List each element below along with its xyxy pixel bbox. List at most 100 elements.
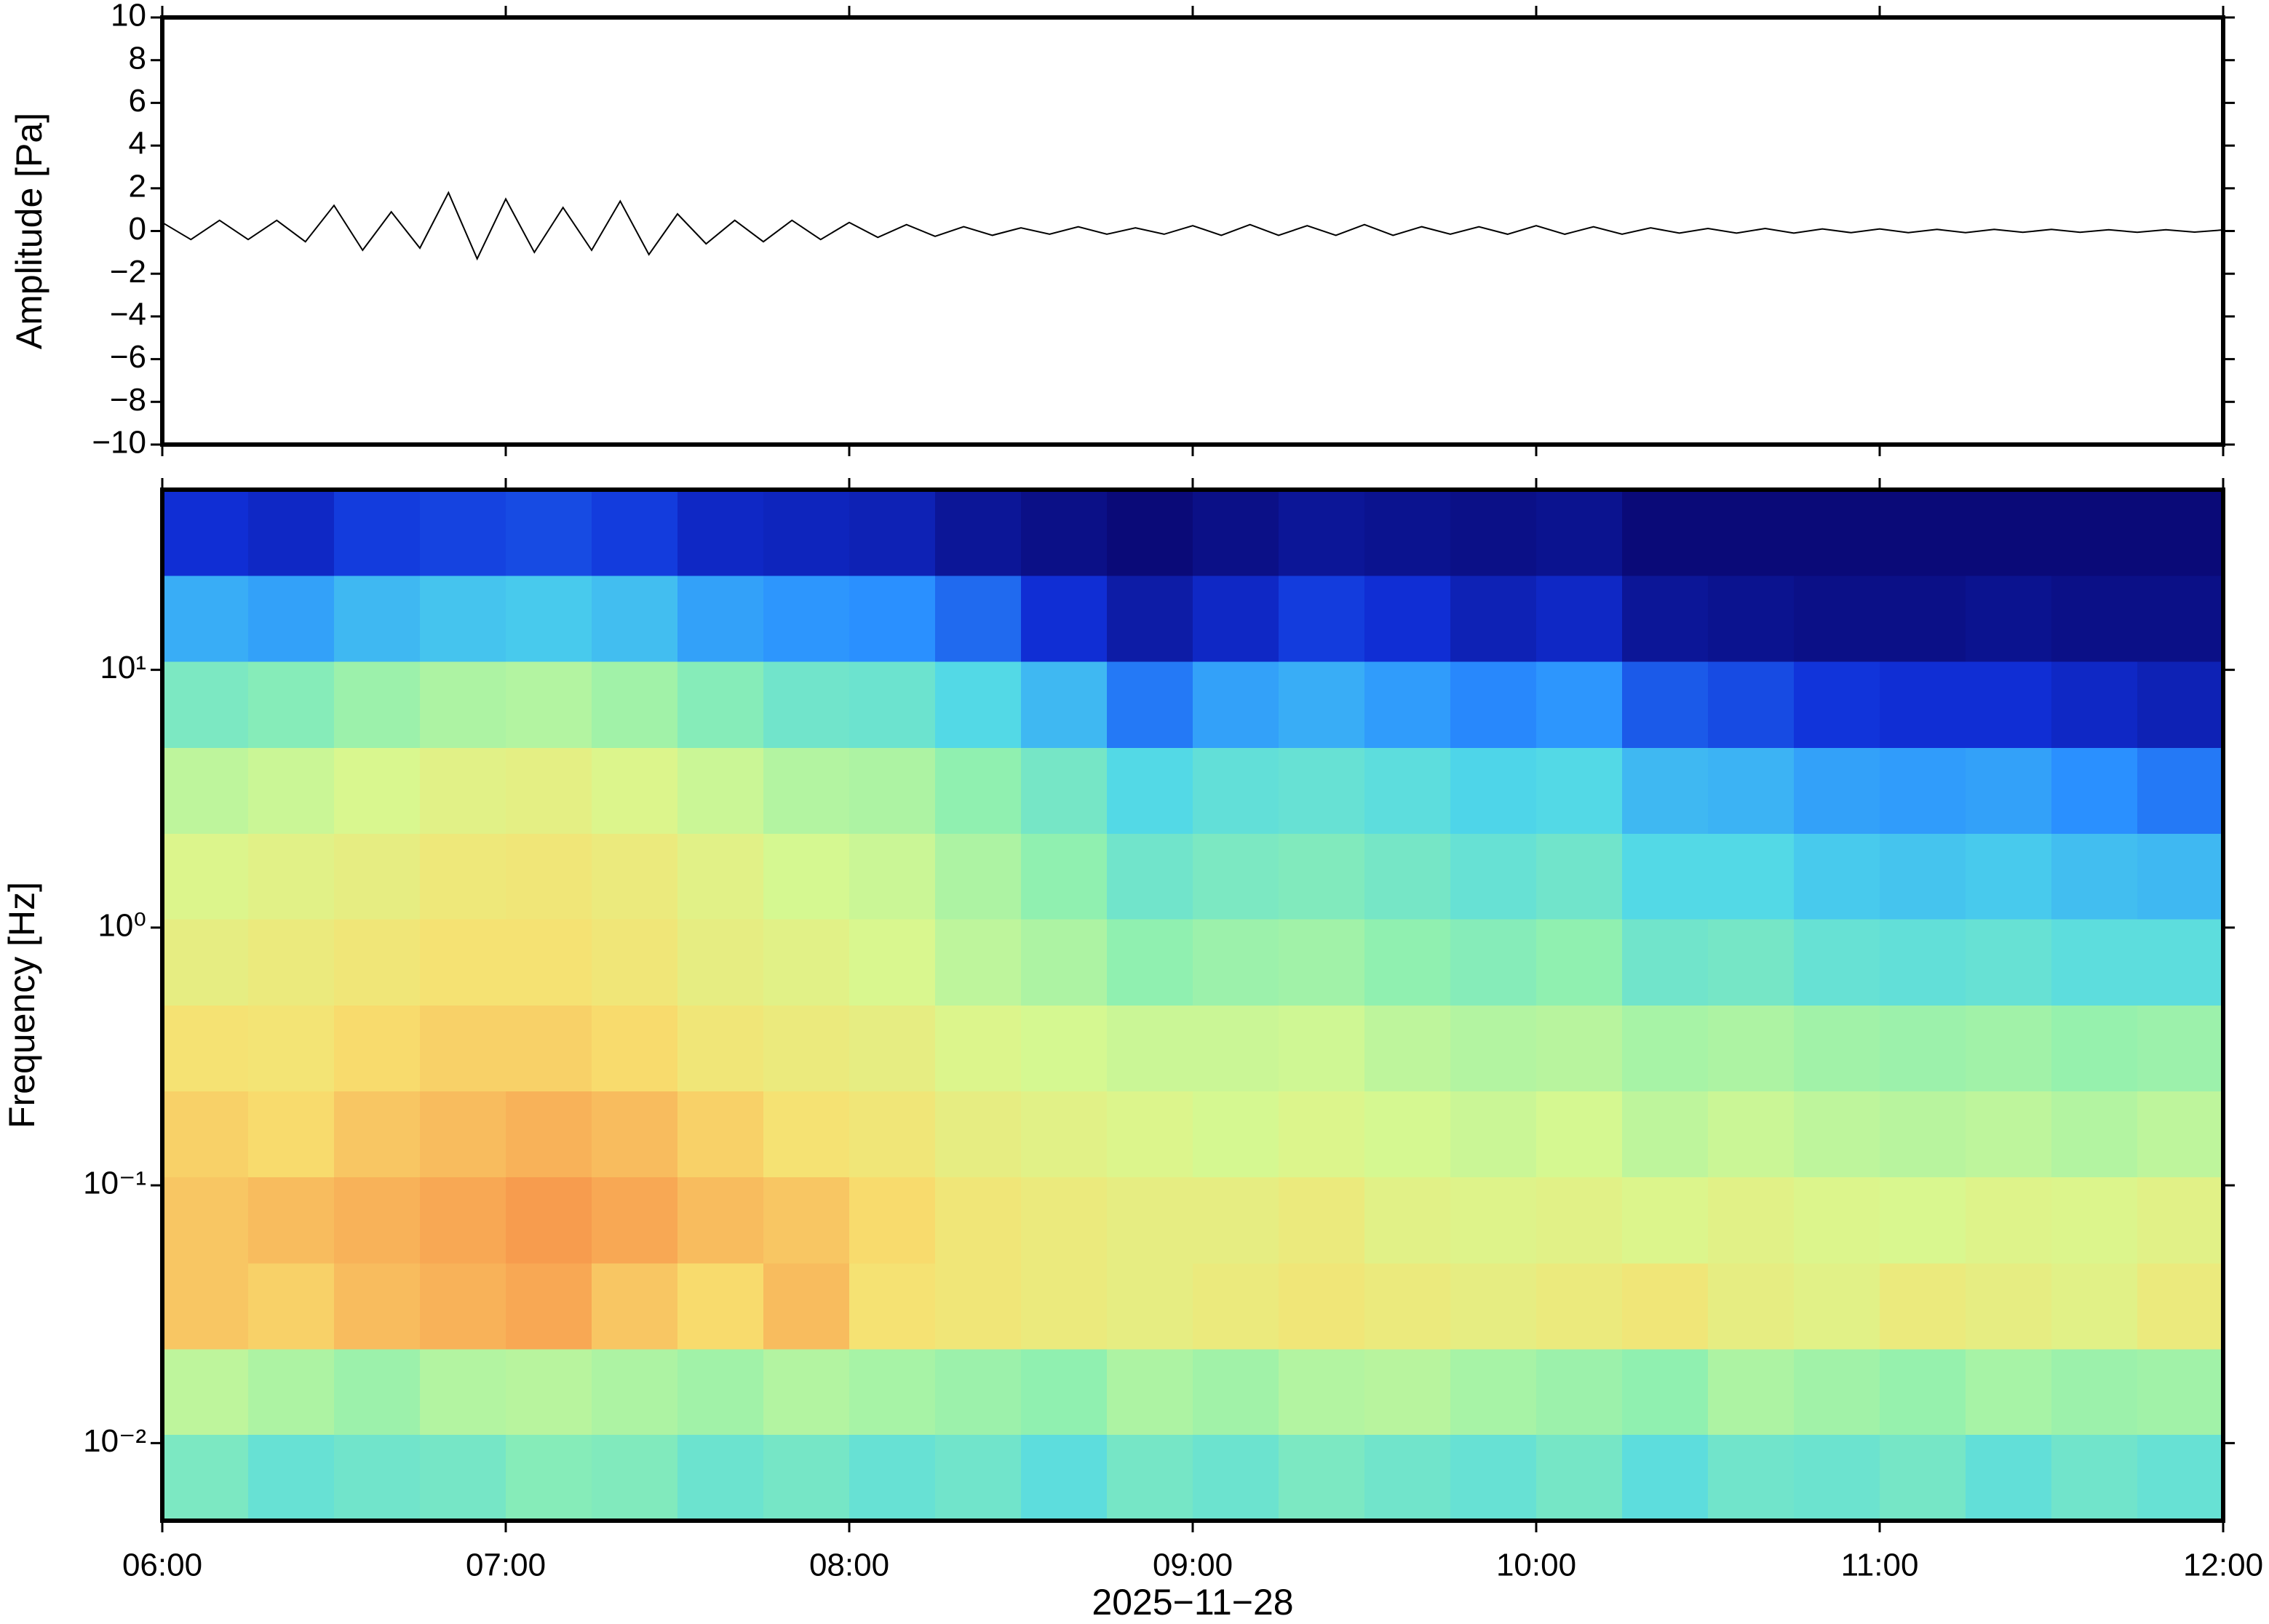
spectrogram-cell — [677, 833, 764, 920]
spectrogram-cell — [1708, 1091, 1795, 1177]
spectrogram-cell — [334, 1177, 421, 1264]
spectrogram-cell — [677, 1348, 764, 1436]
spectrogram-cell — [677, 490, 764, 576]
spectrogram-cell — [1536, 1005, 1623, 1092]
spectrogram-cell — [1794, 576, 1880, 662]
spectrogram-cell — [1450, 490, 1537, 576]
x-tick-label: 11:00 — [1841, 1548, 1919, 1583]
spectrogram-cell — [1364, 490, 1451, 576]
y-tick-label: −2 — [110, 254, 146, 290]
spectrogram-cell — [592, 833, 678, 920]
spectrogram-cell — [1536, 576, 1623, 662]
spectrogram-cell — [162, 1005, 249, 1092]
spectrogram-cell — [1794, 1091, 1880, 1177]
spectrogram-cell — [1279, 1005, 1365, 1092]
spectrogram-cell — [1622, 1262, 1709, 1350]
spectrogram-cell — [592, 747, 678, 834]
waveform-line — [162, 191, 2224, 261]
spectrogram-cell — [334, 919, 421, 1006]
spectrogram-cell — [1193, 1262, 1279, 1350]
spectrogram-cell — [162, 490, 249, 576]
spectrogram-cell — [162, 1091, 249, 1177]
spectrogram-cell — [2051, 576, 2138, 662]
spectrogram-cell — [1622, 1177, 1709, 1264]
spectrogram-cell — [1708, 1262, 1795, 1350]
spectrogram-cell — [1708, 1005, 1795, 1092]
y-tick-label: 10 — [111, 0, 146, 33]
spectrogram-cell — [849, 490, 936, 576]
spectrogram-cell — [334, 576, 421, 662]
spectrogram-cell — [592, 919, 678, 1006]
spectrogram-cell — [592, 1091, 678, 1177]
spectrogram-cell — [2137, 661, 2224, 748]
y-tick-label: −10 — [92, 425, 146, 461]
spectrogram-cell — [1622, 490, 1709, 576]
spectrogram-cell — [677, 1177, 764, 1264]
spectrogram-cell — [420, 1434, 506, 1521]
spectrogram-cell — [1966, 833, 2052, 920]
spectrogram-cell — [506, 833, 592, 920]
spectrogram-cell — [1364, 1177, 1451, 1264]
spectrogram-cell — [420, 1091, 506, 1177]
spectrogram-cell — [420, 1005, 506, 1092]
spectrogram-cell — [1708, 833, 1795, 920]
spectrogram-cell — [1966, 661, 2052, 748]
spectrogram-cell — [849, 1177, 936, 1264]
spectrogram-cell — [162, 1348, 249, 1436]
spectrogram-cell — [1450, 747, 1537, 834]
spectrogram-cell — [763, 1177, 850, 1264]
spectrogram-cell — [420, 747, 506, 834]
spectrogram-cell — [849, 1348, 936, 1436]
spectrogram-cell — [1966, 919, 2052, 1006]
spectrogram-cell — [1107, 1005, 1193, 1092]
spectrogram-cell — [935, 919, 1022, 1006]
spectrogram-cell — [2137, 490, 2224, 576]
spectrogram-cell — [849, 1262, 936, 1350]
spectrogram-cell — [1450, 1262, 1537, 1350]
spectrogram-cell — [1966, 576, 2052, 662]
spectrogram-cell — [2137, 576, 2224, 662]
spectrogram-cell — [763, 833, 850, 920]
spectrogram-cell — [1536, 1262, 1623, 1350]
spectrogram-cell — [1708, 576, 1795, 662]
spectrogram-cell — [763, 1434, 850, 1521]
spectrogram-cell — [1622, 833, 1709, 920]
spectrogram-cell — [1021, 1434, 1108, 1521]
spectrogram-cell — [420, 1262, 506, 1350]
spectrogram-cell — [1794, 1262, 1880, 1350]
spectrogram-cell — [1107, 661, 1193, 748]
x-tick-label: 10:00 — [1496, 1548, 1576, 1583]
spectrogram-cell — [849, 1434, 936, 1521]
spectrogram-cell — [2051, 1005, 2138, 1092]
spectrogram-cell — [1536, 490, 1623, 576]
y-axis-label: Frequency [Hz] — [1, 882, 42, 1129]
spectrogram-cell — [334, 1091, 421, 1177]
spectrogram-cell — [506, 1091, 592, 1177]
y-axis-label: Amplitude [Pa] — [9, 113, 49, 349]
y-tick-label: 8 — [129, 40, 146, 76]
spectrogram-cell — [1193, 490, 1279, 576]
y-tick-label: 10⁻¹ — [83, 1166, 146, 1201]
spectrogram-cell — [2051, 1091, 2138, 1177]
spectrogram-cell — [506, 490, 592, 576]
spectrogram-cell — [1622, 919, 1709, 1006]
spectrogram-cell — [2051, 1262, 2138, 1350]
spectrogram-cell — [592, 661, 678, 748]
spectrogram-cell — [1708, 747, 1795, 834]
spectrogram-cell — [248, 1262, 335, 1350]
spectrogram-cell — [1364, 833, 1451, 920]
spectrogram-cell — [1107, 576, 1193, 662]
spectrogram-cell — [1279, 1262, 1365, 1350]
spectrogram-cell — [1536, 661, 1623, 748]
spectrogram-cell — [592, 1177, 678, 1264]
spectrogram-cell — [1622, 1091, 1709, 1177]
spectrogram-cell — [935, 576, 1022, 662]
spectrogram-cell — [2137, 1262, 2224, 1350]
spectrogram-cell — [677, 747, 764, 834]
spectrogram-cell — [1794, 490, 1880, 576]
spectrogram-cell — [763, 1348, 850, 1436]
spectrogram-cell — [1966, 1177, 2052, 1264]
spectrogram-cell — [162, 576, 249, 662]
spectrogram-cell — [1021, 576, 1108, 662]
